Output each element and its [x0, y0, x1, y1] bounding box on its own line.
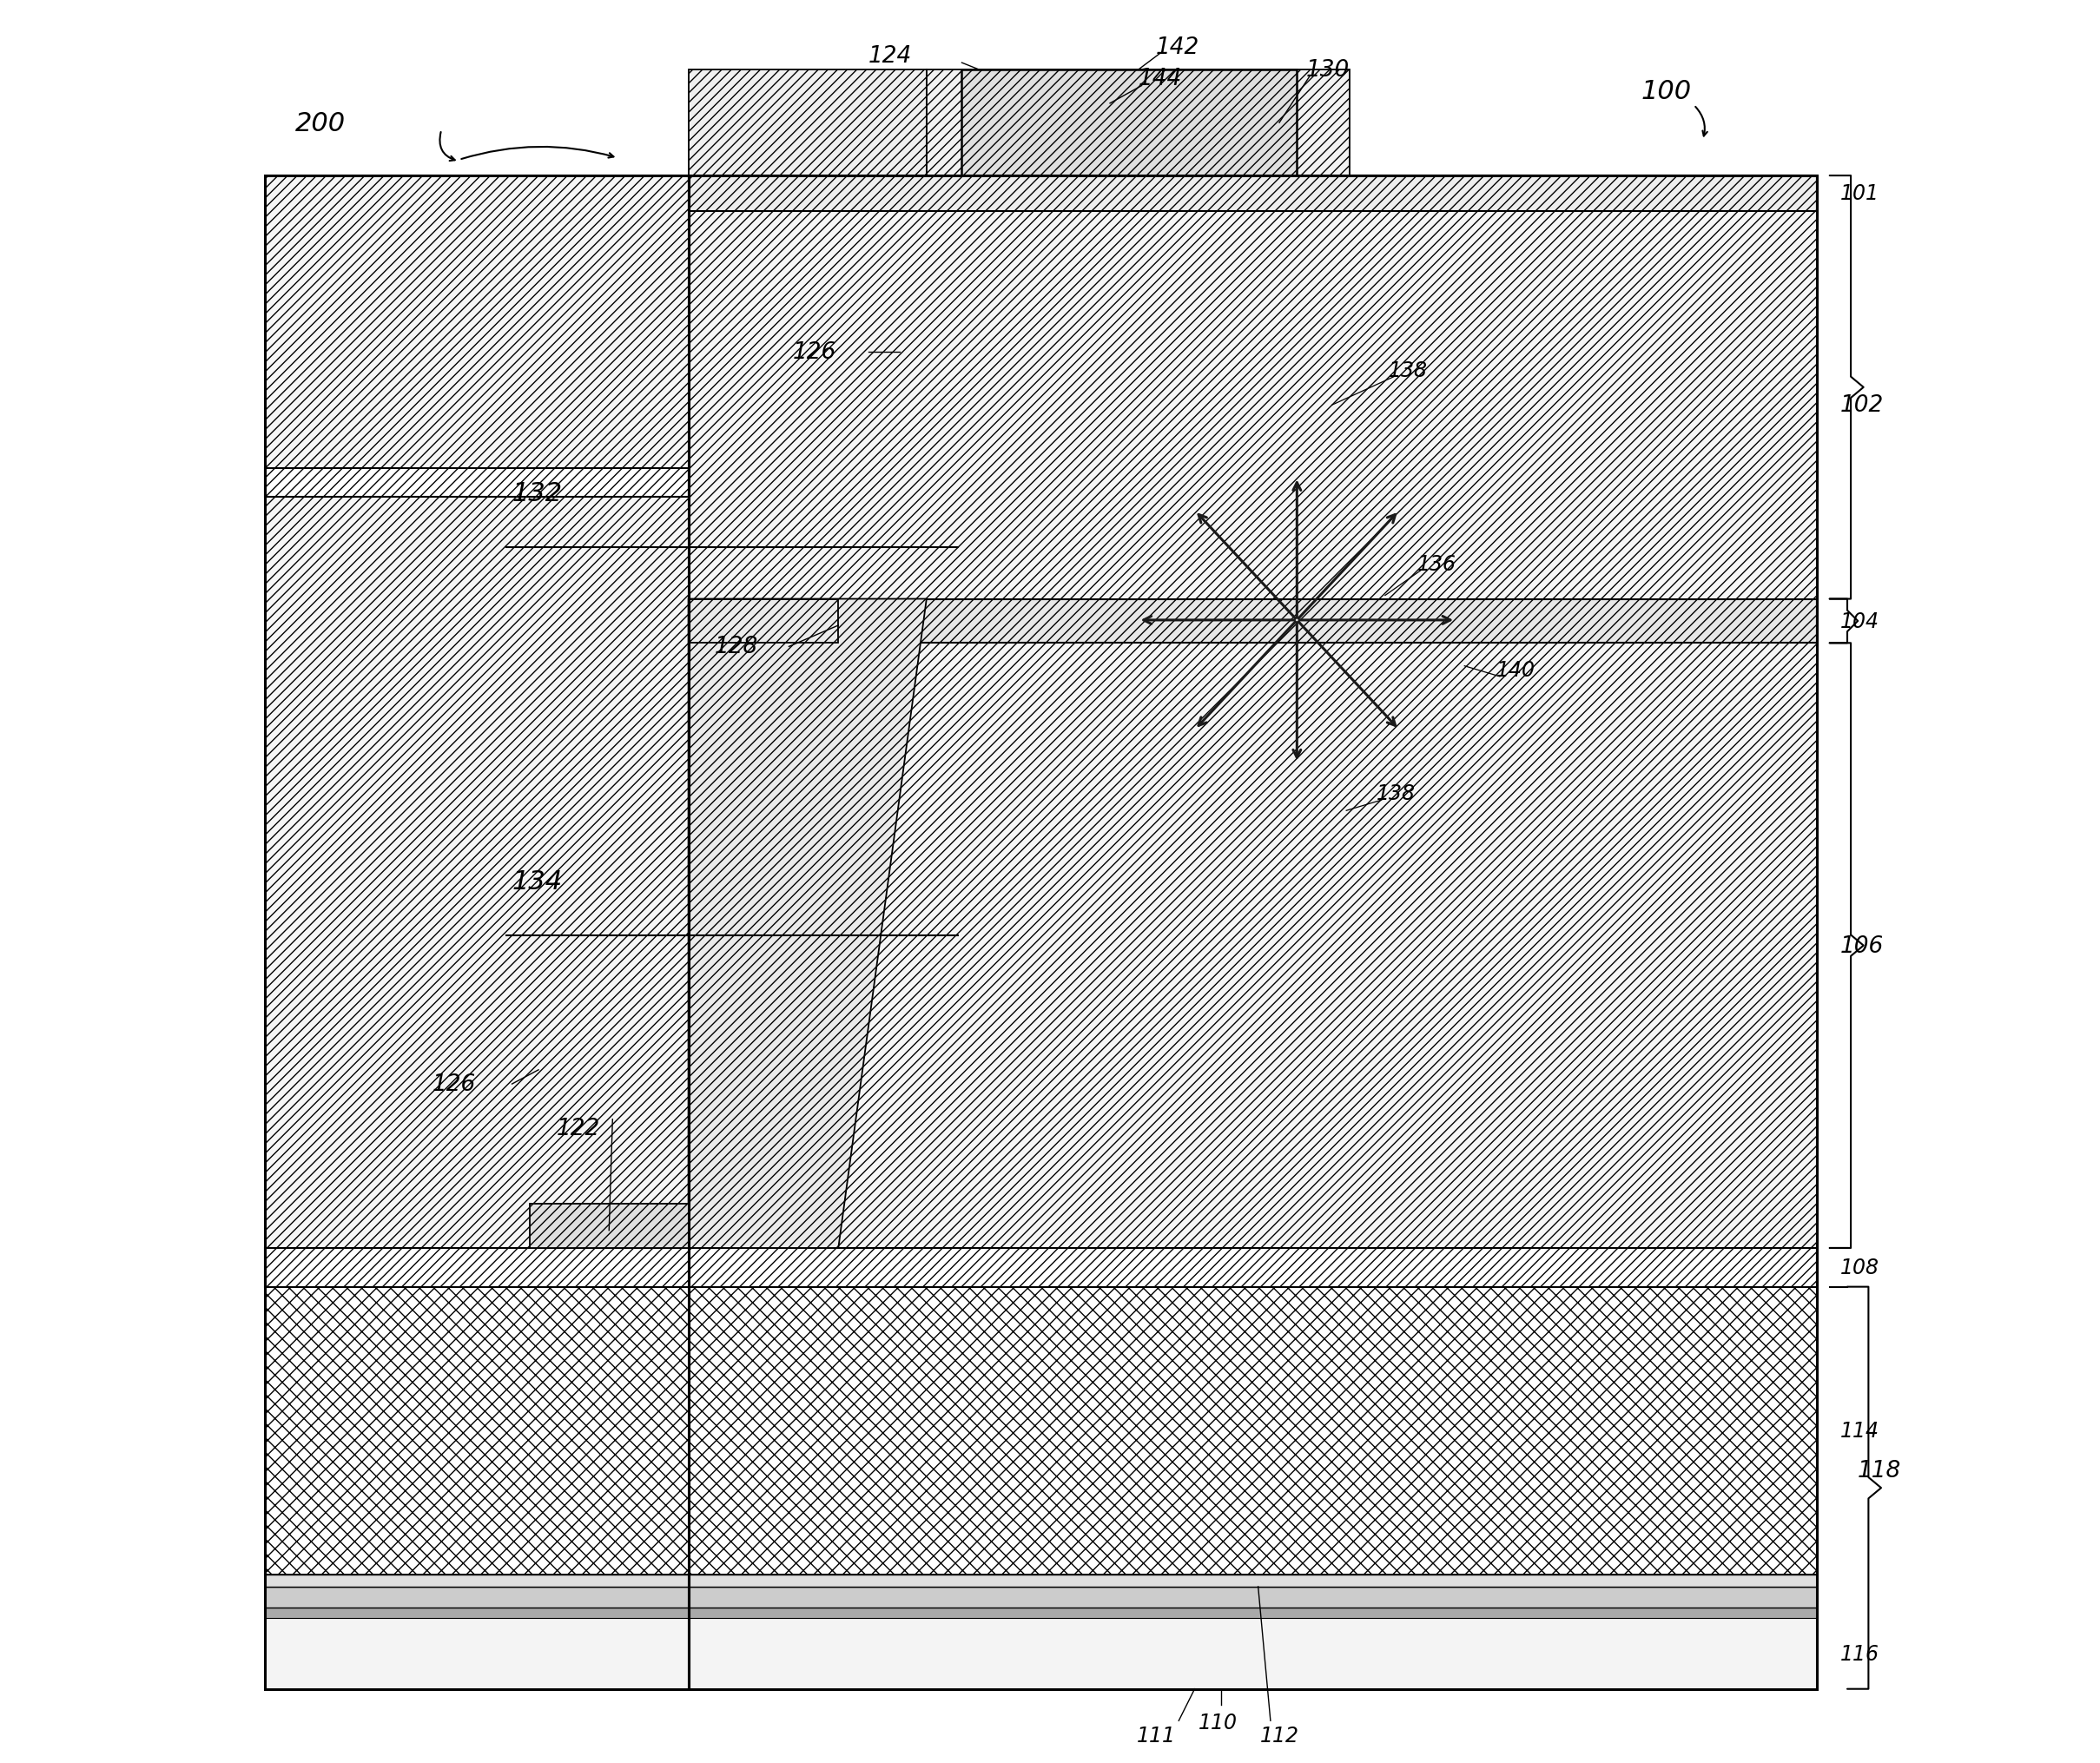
- Text: 126: 126: [792, 342, 836, 363]
- Text: 114: 114: [1840, 1421, 1880, 1440]
- Bar: [265, 176, 689, 1248]
- Text: 101: 101: [1840, 183, 1880, 205]
- Bar: [689, 599, 1816, 643]
- Text: 124: 124: [867, 46, 911, 67]
- Text: 108: 108: [1840, 1257, 1880, 1278]
- Text: 118: 118: [1858, 1460, 1900, 1481]
- Polygon shape: [689, 599, 926, 1248]
- Polygon shape: [689, 71, 926, 176]
- Text: 130: 130: [1306, 60, 1350, 81]
- Text: 100: 100: [1640, 79, 1691, 104]
- Text: 102: 102: [1840, 395, 1884, 416]
- Bar: [529, 1204, 689, 1248]
- Text: 128: 128: [714, 636, 758, 658]
- Text: 142: 142: [1155, 37, 1199, 58]
- Text: 144: 144: [1138, 69, 1182, 90]
- Bar: [265, 1287, 1816, 1574]
- Text: 122: 122: [556, 1118, 601, 1139]
- Text: 138: 138: [1376, 783, 1415, 804]
- Bar: [265, 1587, 1816, 1608]
- Text: 111: 111: [1136, 1724, 1176, 1745]
- Bar: [265, 1618, 1816, 1689]
- Text: 110: 110: [1197, 1712, 1237, 1733]
- Text: 104: 104: [1840, 612, 1880, 631]
- Bar: [962, 71, 1298, 176]
- Bar: [265, 1248, 1816, 1287]
- Text: 200: 200: [296, 111, 346, 136]
- Text: 116: 116: [1840, 1643, 1880, 1664]
- Text: 112: 112: [1260, 1724, 1298, 1745]
- Bar: [265, 1608, 1816, 1618]
- Text: 132: 132: [512, 481, 563, 506]
- Text: 126: 126: [433, 1074, 477, 1095]
- Text: 140: 140: [1497, 659, 1535, 681]
- Bar: [689, 176, 1816, 212]
- Bar: [689, 599, 838, 643]
- Text: 138: 138: [1388, 360, 1428, 381]
- Bar: [689, 643, 1816, 1248]
- Text: 134: 134: [512, 869, 563, 894]
- Bar: [689, 176, 1816, 1689]
- Bar: [265, 469, 689, 497]
- Bar: [265, 176, 689, 1689]
- Text: 106: 106: [1840, 934, 1884, 957]
- Bar: [926, 71, 1350, 176]
- Bar: [689, 212, 1816, 599]
- Text: 136: 136: [1418, 554, 1455, 575]
- Bar: [265, 1574, 1816, 1587]
